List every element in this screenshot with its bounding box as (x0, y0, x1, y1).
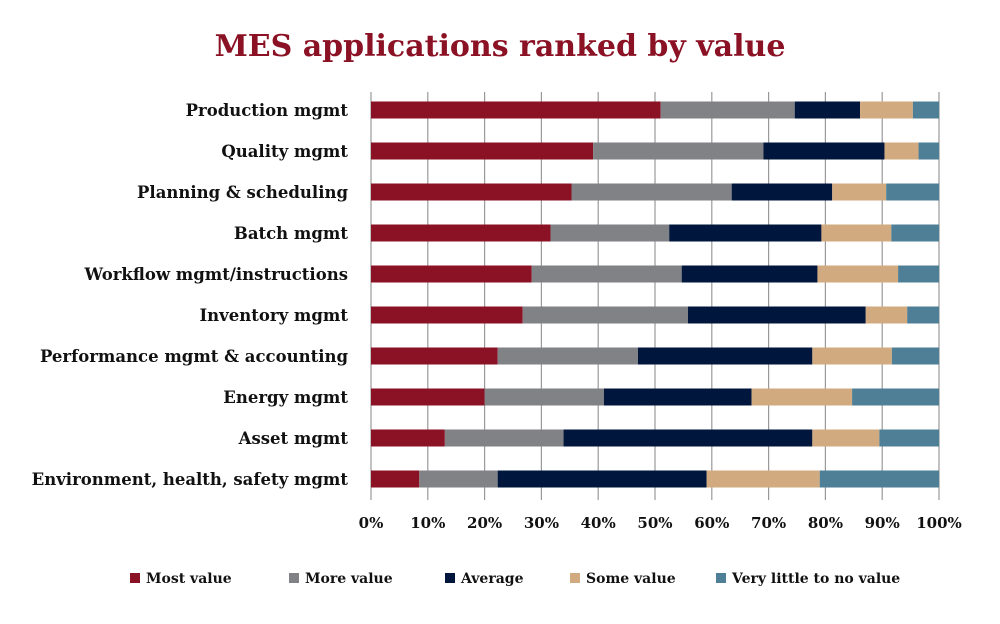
bar-segment (531, 265, 682, 283)
bar-segment (794, 101, 861, 119)
bar-segment (819, 470, 939, 488)
category-label: Energy mgmt (223, 388, 348, 407)
legend-swatch (570, 573, 580, 583)
bar-segment (593, 142, 764, 160)
category-label: Batch mgmt (234, 224, 349, 243)
bar-segment (484, 388, 604, 406)
bar-segment (751, 388, 853, 406)
bar-segment (879, 429, 939, 447)
legend-label: Most value (146, 571, 232, 587)
bar-segment (852, 388, 939, 406)
bar-segment (371, 347, 498, 365)
category-label: Inventory mgmt (199, 306, 348, 325)
x-tick-label: 10% (410, 514, 445, 532)
bar-segment (817, 265, 899, 283)
bar-segment (706, 470, 820, 488)
x-tick-label: 40% (581, 514, 616, 532)
bar-segment (912, 101, 939, 119)
bar-segment (371, 101, 661, 119)
category-label: Performance mgmt & accounting (40, 347, 349, 366)
bar-segment (371, 142, 594, 160)
x-tick-label: 70% (751, 514, 786, 532)
bar-segment (884, 142, 919, 160)
bar-segment (918, 142, 939, 160)
bar-segment (860, 101, 913, 119)
legend-label: More value (305, 571, 393, 587)
chart-title: MES applications ranked by value (215, 29, 786, 64)
x-tick-label: 20% (467, 514, 502, 532)
legend-swatch (445, 573, 455, 583)
bar-segment (832, 183, 887, 201)
category-label: Production mgmt (186, 101, 349, 120)
legend-swatch (289, 573, 299, 583)
x-tick-label: 100% (916, 514, 962, 532)
bar-segment (571, 183, 732, 201)
legend-label: Some value (586, 571, 676, 587)
bar-segment (371, 265, 532, 283)
x-tick-label: 60% (694, 514, 729, 532)
category-label: Planning & scheduling (137, 183, 348, 202)
bar-segment (563, 429, 813, 447)
bar-segment (603, 388, 752, 406)
bar-segment (497, 347, 638, 365)
bar-segment (731, 183, 833, 201)
x-tick-label: 80% (808, 514, 843, 532)
bar-segment (371, 429, 445, 447)
bar-segment (891, 224, 939, 242)
legend-label: Very little to no value (731, 571, 900, 587)
bar-segment (907, 306, 939, 324)
x-tick-label: 50% (637, 514, 672, 532)
bar-segment (812, 347, 892, 365)
x-tick-label: 90% (865, 514, 900, 532)
bar-segment (371, 388, 485, 406)
bar-segment (371, 183, 572, 201)
bar-segment (681, 265, 818, 283)
category-label: Quality mgmt (221, 142, 348, 161)
bar-segment (812, 429, 880, 447)
legend-label: Average (460, 571, 524, 587)
bar-segment (637, 347, 813, 365)
category-label: Environment, health, safety mgmt (32, 470, 349, 489)
category-label: Workflow mgmt/instructions (84, 265, 348, 284)
bar-segment (660, 101, 795, 119)
bar-segment (371, 306, 523, 324)
bar-segment (522, 306, 688, 324)
bar-segment (419, 470, 498, 488)
bar-segment (444, 429, 564, 447)
bar-segment (497, 470, 707, 488)
bar-segment (821, 224, 892, 242)
bar-segment (371, 470, 420, 488)
legend-swatch (130, 573, 140, 583)
x-tick-label: 30% (524, 514, 559, 532)
bar-segment (865, 306, 908, 324)
category-label: Asset mgmt (238, 429, 349, 448)
bar-segment (898, 265, 939, 283)
bar-segment (550, 224, 670, 242)
x-tick-label: 0% (359, 514, 384, 532)
legend-swatch (716, 573, 726, 583)
bar-segment (669, 224, 822, 242)
bar-segment (371, 224, 551, 242)
bar-segment (687, 306, 866, 324)
bar-segment (891, 347, 939, 365)
bar-segment (763, 142, 885, 160)
bar-segment (886, 183, 939, 201)
